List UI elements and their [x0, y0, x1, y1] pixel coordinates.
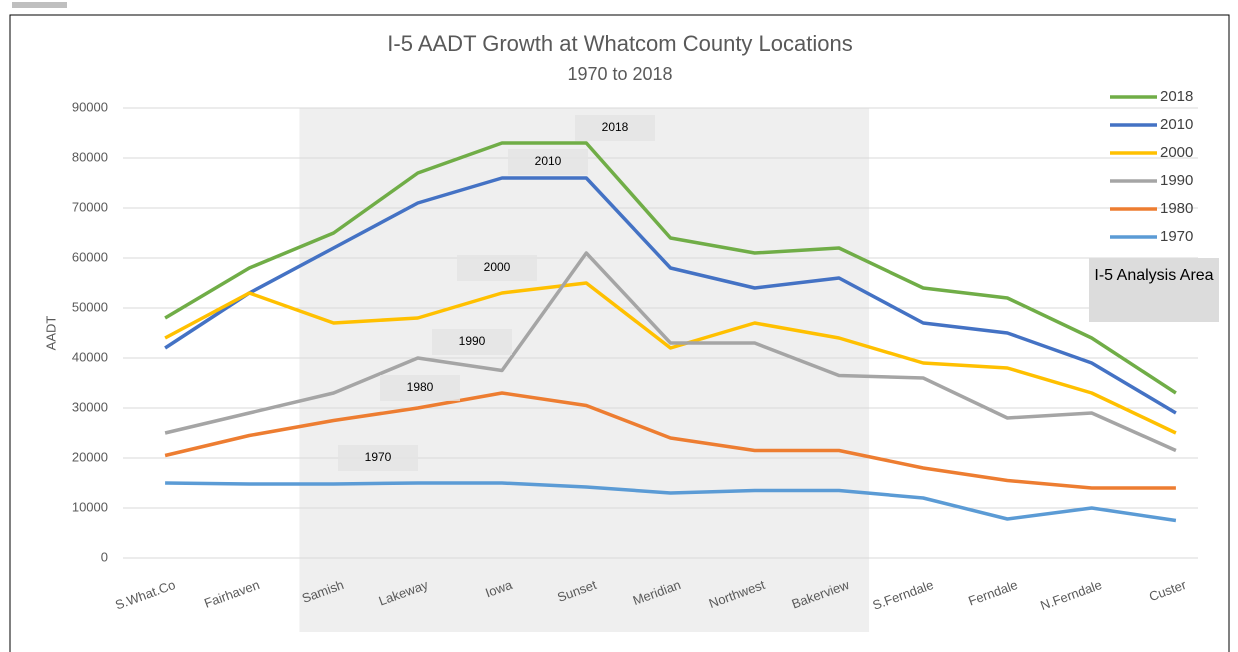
annotation-box — [432, 329, 512, 355]
x-tick-label: S.Ferndale — [871, 577, 936, 613]
legend-label: 2018 — [1160, 88, 1193, 105]
series-line — [164, 281, 1177, 435]
annotation-box — [457, 255, 537, 281]
highlight-region — [299, 108, 870, 632]
series-line — [164, 251, 1177, 453]
annotation-box — [338, 445, 418, 471]
annotation: 1980 — [407, 380, 434, 394]
annotation-box — [508, 149, 588, 175]
annotation: 1990 — [459, 334, 486, 348]
y-axis-label: AADT — [43, 316, 58, 351]
tab — [12, 2, 67, 8]
y-tick-label: 50000 — [72, 299, 108, 314]
legend-label: 1990 — [1160, 172, 1193, 189]
frame — [9, 14, 1230, 652]
series-line — [164, 391, 1176, 490]
legend-label: 2010 — [1160, 116, 1193, 133]
highlight-label: I-5 Analysis Area — [1089, 258, 1219, 322]
x-tick-label: Fairhaven — [202, 577, 261, 611]
x-tick-label: N.Ferndale — [1038, 577, 1104, 613]
series-line — [164, 176, 1177, 415]
annotation-box — [575, 115, 655, 141]
y-tick-label: 90000 — [72, 99, 108, 114]
legend-label: 2000 — [1160, 144, 1193, 161]
y-tick-label: 10000 — [72, 499, 108, 514]
annotation: 1970 — [365, 450, 392, 464]
y-tick-label: 20000 — [72, 449, 108, 464]
y-tick-label: 70000 — [72, 199, 108, 214]
x-tick-label: S.What.Co — [113, 577, 177, 613]
legend-label: 1970 — [1160, 228, 1193, 245]
y-tick-label: 30000 — [72, 399, 108, 414]
annotation: 2000 — [484, 260, 511, 274]
y-tick-label: 0 — [101, 549, 108, 564]
x-tick-label: Ferndale — [966, 577, 1019, 609]
annotation: 2018 — [602, 120, 629, 134]
y-tick-label: 80000 — [72, 149, 108, 164]
annotation: 2010 — [535, 154, 562, 168]
legend-label: 1980 — [1160, 200, 1193, 217]
series-line — [165, 481, 1177, 523]
y-tick-label: 60000 — [72, 249, 108, 264]
annotation-box — [380, 375, 460, 401]
y-tick-label: 40000 — [72, 349, 108, 364]
x-tick-label: Custer — [1147, 577, 1189, 604]
chart-subtitle: 1970 to 2018 — [567, 64, 672, 84]
series-line — [164, 141, 1177, 395]
chart-title: I-5 AADT Growth at Whatcom County Locati… — [387, 31, 852, 56]
